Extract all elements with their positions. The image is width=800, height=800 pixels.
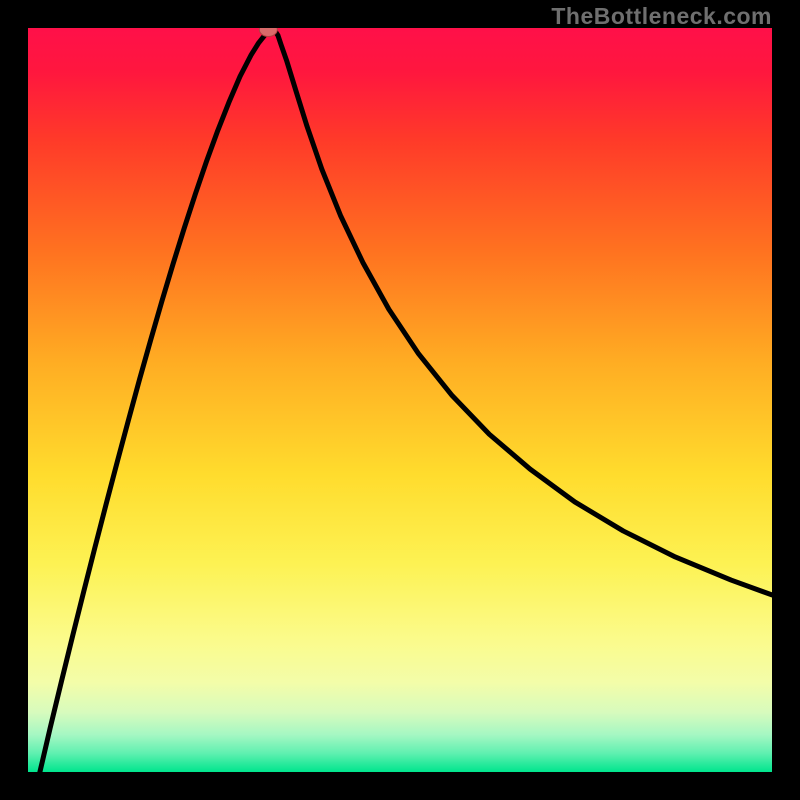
gradient-background <box>28 28 772 772</box>
chart-svg <box>28 28 772 772</box>
plot-area <box>28 28 772 772</box>
chart-container: TheBottleneck.com <box>0 0 800 800</box>
watermark-text: TheBottleneck.com <box>551 3 772 30</box>
